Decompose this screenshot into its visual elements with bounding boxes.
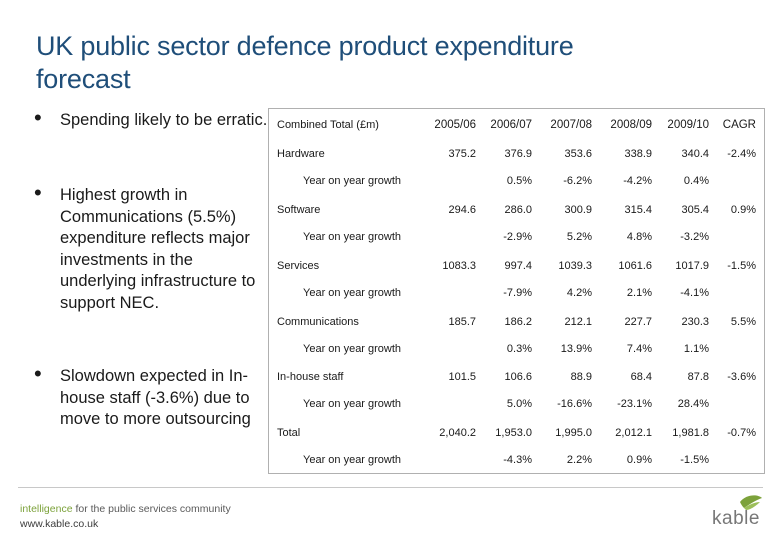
bullet-item: • Spending likely to be erratic. [34, 105, 268, 132]
table-cell-yoy: -4.1% [680, 287, 709, 299]
table-cell-value: 227.7 [624, 316, 652, 328]
table-cell-value: 1039.3 [558, 260, 592, 272]
table-cell-value: 101.5 [448, 371, 476, 383]
table-cell-value: 286.0 [504, 204, 532, 216]
table-cell-value: 1,981.8 [672, 427, 709, 439]
table-cell-value: 2,012.1 [615, 427, 652, 439]
table-cell-yoy: -6.2% [563, 175, 592, 187]
bullet-dot-icon: • [34, 105, 42, 130]
column-header: 2008/09 [610, 119, 652, 131]
column-header: 2005/06 [434, 119, 476, 131]
row-yoy-label: Year on year growth [303, 287, 402, 299]
table-cell-value: 88.9 [570, 371, 592, 383]
row-yoy-label: Year on year growth [303, 343, 402, 355]
table-cell-yoy: 13.9% [560, 343, 592, 355]
kable-logo-text: kable [712, 508, 760, 529]
bullet-text: Slowdown expected in In-house staff (-3.… [60, 367, 251, 428]
bullet-item: • Slowdown expected in In-house staff (-… [34, 361, 269, 431]
table-cell-yoy: -2.9% [503, 231, 532, 243]
table-cell-yoy: 4.2% [566, 287, 592, 299]
table-cell-value: 230.3 [681, 316, 709, 328]
table-cell-value: 997.4 [504, 260, 532, 272]
table-cell-value: 1061.6 [618, 260, 652, 272]
table-cell-cagr: 5.5% [730, 316, 756, 328]
table-cell-yoy: 2.1% [626, 287, 652, 299]
table-cell-value: 305.4 [681, 204, 709, 216]
table-cell-yoy: 5.0% [506, 398, 532, 410]
column-header: 2007/08 [550, 119, 592, 131]
row-category-label: Hardware [277, 148, 325, 160]
table-cell-value: 68.4 [630, 371, 652, 383]
table-cell-value: 1,953.0 [495, 427, 532, 439]
table-cell-value: 212.1 [564, 316, 592, 328]
table-cell-value: 294.6 [448, 204, 476, 216]
bullet-text: Spending likely to be erratic. [60, 111, 268, 129]
row-yoy-label: Year on year growth [303, 454, 402, 466]
table-cell-yoy: -3.2% [680, 231, 709, 243]
table-cell-value: 353.6 [564, 148, 592, 160]
table-cell-yoy: 28.4% [677, 398, 709, 410]
table-cell-yoy: -16.6% [557, 398, 592, 410]
table-cell-yoy: 1.1% [683, 343, 709, 355]
table-cell-value: 340.4 [681, 148, 709, 160]
bullet-dot-icon: • [34, 361, 42, 386]
table-cell-yoy: 7.4% [626, 343, 652, 355]
table-cell-yoy: 4.8% [626, 231, 652, 243]
row-category-label: Software [277, 204, 321, 216]
table-cell-value: 185.7 [448, 316, 476, 328]
row-category-label: Total [277, 427, 301, 439]
table-cell-yoy: -1.5% [680, 454, 709, 466]
table-cell-value: 376.9 [504, 148, 532, 160]
table-cell-value: 87.8 [687, 371, 709, 383]
table-cell-cagr: -1.5% [727, 260, 756, 272]
tagline-highlight: intelligence [20, 503, 73, 515]
footer-tagline: intelligence for the public services com… [20, 503, 231, 515]
table-cell-value: 106.6 [504, 371, 532, 383]
bullet-item: • Highest growth in Communications (5.5%… [34, 180, 269, 314]
column-header: 2006/07 [490, 119, 532, 131]
table-cell-yoy: -4.2% [623, 175, 652, 187]
table-cell-cagr: -0.7% [727, 427, 756, 439]
table-cell-value: 315.4 [624, 204, 652, 216]
table-cell-yoy: -7.9% [503, 287, 532, 299]
row-yoy-label: Year on year growth [303, 398, 402, 410]
table-cell-value: 300.9 [564, 204, 592, 216]
table-cell-value: 1083.3 [442, 260, 476, 272]
table-cell-value: 375.2 [448, 148, 476, 160]
table-cell-yoy: 2.2% [566, 454, 592, 466]
column-header: 2009/10 [667, 119, 709, 131]
table-cell-value: 186.2 [504, 316, 532, 328]
table-cell-yoy: 0.3% [506, 343, 532, 355]
table-cell-yoy: 5.2% [566, 231, 592, 243]
kable-leaf-icon [740, 495, 762, 510]
row-yoy-label: Year on year growth [303, 175, 402, 187]
bullet-text: Highest growth in Communications (5.5%) … [60, 186, 256, 312]
table-cell-yoy: 0.5% [506, 175, 532, 187]
row-category-label: In-house staff [277, 371, 344, 383]
table-cell-value: 2,040.2 [439, 427, 476, 439]
footer-url: www.kable.co.uk [20, 518, 99, 530]
table-header-label: Combined Total (£m) [277, 119, 379, 131]
table-cell-value: 1017.9 [675, 260, 709, 272]
table-cell-yoy: 0.9% [626, 454, 652, 466]
table-cell-yoy: -23.1% [617, 398, 652, 410]
row-category-label: Services [277, 260, 320, 272]
table-cell-value: 1,995.0 [555, 427, 592, 439]
bullet-dot-icon: • [34, 180, 42, 205]
row-yoy-label: Year on year growth [303, 231, 402, 243]
table-cell-value: 338.9 [624, 148, 652, 160]
tagline-rest: for the public services community [72, 503, 231, 515]
page-title: UK public sector defence product expendi… [36, 31, 574, 94]
row-category-label: Communications [277, 316, 359, 328]
table-cell-cagr: -2.4% [727, 148, 756, 160]
table-cell-yoy: -4.3% [503, 454, 532, 466]
table-cell-cagr: 0.9% [730, 204, 756, 216]
table-cell-cagr: -3.6% [727, 371, 756, 383]
forecast-table: Combined Total (£m) 2005/06 2006/07 2007/0… [268, 108, 765, 474]
column-header: CAGR [722, 119, 756, 131]
footer-divider [18, 487, 763, 488]
table-cell-yoy: 0.4% [683, 175, 709, 187]
